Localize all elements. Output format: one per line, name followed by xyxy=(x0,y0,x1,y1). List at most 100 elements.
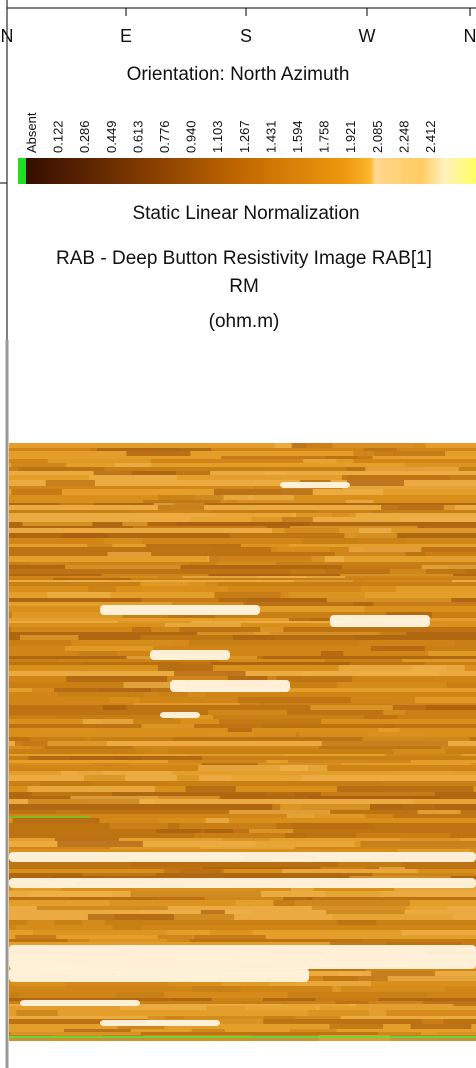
image-patch xyxy=(36,906,168,910)
image-patch xyxy=(84,737,173,741)
image-patch xyxy=(340,986,450,992)
image-patch xyxy=(325,910,405,914)
compass-label: N xyxy=(464,26,476,46)
image-patch xyxy=(405,906,448,910)
image-patch xyxy=(340,763,472,765)
image-bright xyxy=(170,680,290,692)
image-patch xyxy=(286,781,378,786)
image-patch xyxy=(55,810,80,814)
image-patch xyxy=(22,741,107,746)
image-patch xyxy=(303,671,438,676)
image-patch xyxy=(211,998,263,1001)
image-patch xyxy=(118,578,150,580)
image-patch xyxy=(332,914,453,920)
image-patch xyxy=(290,886,314,891)
image-patch xyxy=(411,621,476,623)
image-patch xyxy=(362,737,470,741)
image-patch xyxy=(222,838,270,841)
image-patch xyxy=(176,522,310,526)
image-patch xyxy=(265,792,296,796)
image-patch xyxy=(47,459,151,463)
image-patch xyxy=(392,814,476,818)
image-patch xyxy=(318,1035,391,1041)
image-patch xyxy=(321,741,448,746)
image-stripe xyxy=(9,900,476,906)
image-patch xyxy=(306,443,426,448)
image-patch xyxy=(401,930,476,935)
image-stripe xyxy=(9,1001,476,1004)
image-patch xyxy=(235,861,361,867)
image-stripe xyxy=(9,781,476,786)
image-bright xyxy=(9,945,476,969)
image-patch xyxy=(188,582,218,586)
image-patch xyxy=(122,522,148,526)
image-patch xyxy=(375,456,476,459)
image-patch xyxy=(140,998,172,1001)
image-patch xyxy=(44,746,134,749)
image-stripe xyxy=(9,578,476,580)
scale-label: 0.776 xyxy=(157,120,172,153)
image-patch xyxy=(302,459,354,463)
image-patch xyxy=(337,920,377,925)
image-patch xyxy=(299,732,427,737)
image-stripe xyxy=(9,623,476,627)
scale-label: 1.921 xyxy=(343,120,358,153)
image-patch xyxy=(164,623,241,627)
image-patch xyxy=(344,533,397,538)
image-bright xyxy=(330,615,430,627)
image-patch xyxy=(216,513,292,517)
image-patch xyxy=(323,976,388,981)
image-patch xyxy=(12,886,62,891)
image-stripe xyxy=(9,1024,476,1029)
image-patch xyxy=(280,592,365,598)
image-patch xyxy=(265,471,287,475)
image-patch xyxy=(216,562,276,565)
image-patch xyxy=(377,1032,437,1035)
scale-label: 0.122 xyxy=(51,120,66,153)
image-patch xyxy=(47,592,111,598)
image-patch xyxy=(353,580,452,582)
compass-label: N xyxy=(1,26,14,46)
image-patch xyxy=(263,1016,341,1019)
image-patch xyxy=(11,627,133,632)
image-patch xyxy=(130,891,261,897)
scale-label: 2.248 xyxy=(396,120,411,153)
image-stripe xyxy=(9,818,476,823)
image-patch xyxy=(132,526,268,528)
image-patch xyxy=(88,586,116,592)
image-stripe xyxy=(9,920,476,925)
image-patch xyxy=(102,719,181,724)
image-patch xyxy=(394,886,476,891)
image-patch xyxy=(18,992,117,998)
image-stripe xyxy=(9,925,476,930)
image-patch xyxy=(164,992,288,998)
image-patch xyxy=(60,533,108,538)
image-stripe xyxy=(9,443,476,448)
compass-label: S xyxy=(240,26,252,46)
image-patch xyxy=(307,796,440,799)
image-patch xyxy=(117,1024,165,1029)
image-patch xyxy=(137,910,251,914)
image-patch xyxy=(400,517,476,522)
image-patch xyxy=(326,598,452,602)
image-patch xyxy=(142,1035,253,1041)
image-patch xyxy=(342,486,476,489)
image-patch xyxy=(370,646,425,651)
image-stripe xyxy=(9,475,476,480)
image-stripe xyxy=(9,715,476,719)
image-patch xyxy=(421,565,476,569)
scale-label: Absent xyxy=(24,112,39,153)
image-patch xyxy=(210,930,253,935)
image-patch xyxy=(260,724,394,728)
image-patch xyxy=(27,920,55,925)
image-patch xyxy=(178,823,277,829)
image-stripe xyxy=(9,939,476,942)
image-stripe xyxy=(9,580,476,582)
image-patch xyxy=(417,810,461,814)
image-patch xyxy=(51,562,190,565)
image-patch xyxy=(65,565,181,569)
scale-label: 0.449 xyxy=(104,120,119,153)
image-patch xyxy=(158,665,214,671)
image-patch xyxy=(337,861,402,867)
image-patch xyxy=(332,513,356,517)
